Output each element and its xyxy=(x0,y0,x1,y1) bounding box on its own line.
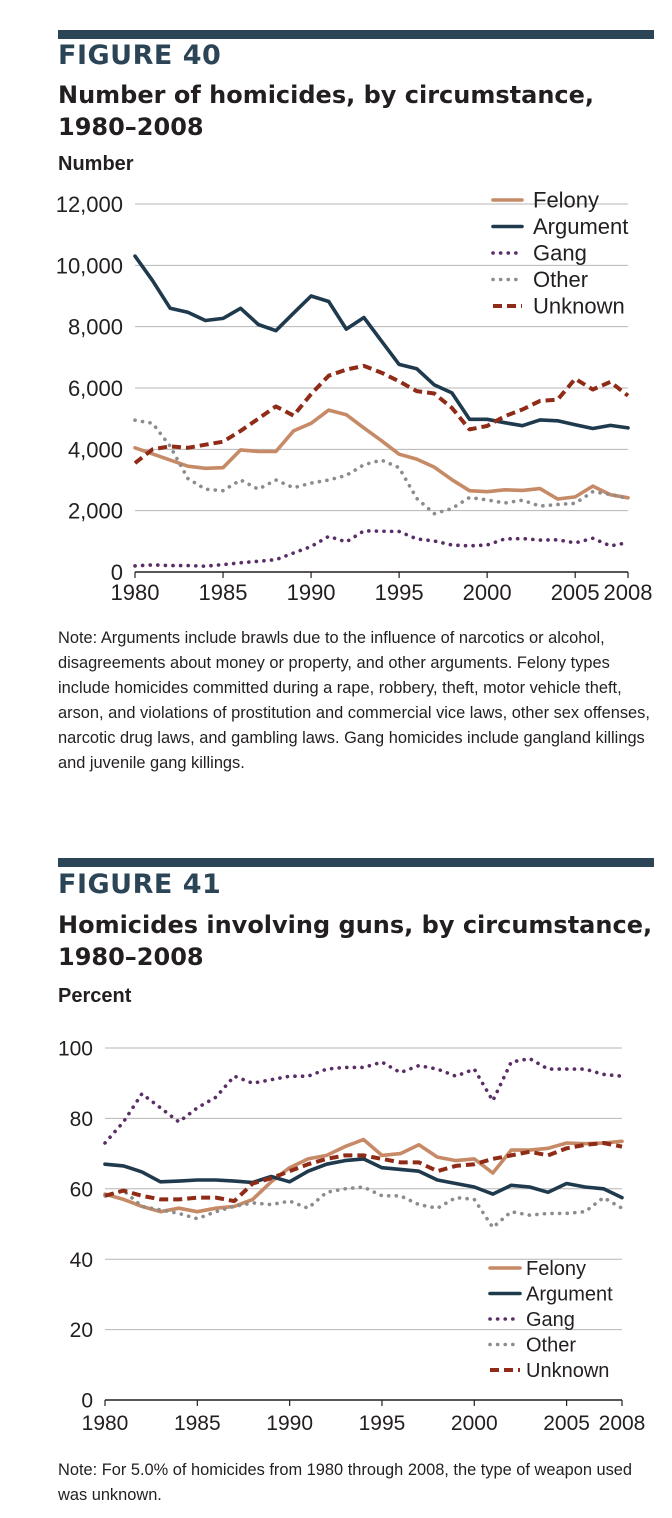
series-line-argument xyxy=(103,1157,624,1200)
y-tick-label: 80 xyxy=(70,1108,93,1131)
legend-label-argument: Argument xyxy=(526,1284,613,1306)
legend-label-gang: Gang xyxy=(533,241,587,266)
series-line-gang xyxy=(103,1056,624,1145)
legend-label-unknown: Unknown xyxy=(533,294,625,319)
legend-label-felony: Felony xyxy=(526,1258,586,1280)
chart-gun-homicides-by-circumstance: 0 20 40 60 80 100 1980 1985 1990 1995 2000 2005 2008… xyxy=(58,1038,646,1435)
x-tick-label: 1990 xyxy=(266,1412,313,1435)
y-tick-label: 12,000 xyxy=(56,192,123,217)
x-tick-label: 1980 xyxy=(111,580,160,605)
x-tick-label: 2005 xyxy=(543,1412,590,1435)
y-tick-label: 20 xyxy=(70,1319,93,1342)
x-tick-label: 2000 xyxy=(463,580,512,605)
series-line-unknown xyxy=(133,363,630,465)
x-tick-label: 2000 xyxy=(451,1412,498,1435)
x-tick-label: 1995 xyxy=(359,1412,406,1435)
series-line-felony xyxy=(133,408,630,501)
legend-label-gang: Gang xyxy=(526,1309,575,1331)
figure-40: FIGURE 40 Number of homicides, by circum… xyxy=(56,30,654,772)
series-line-argument xyxy=(133,254,630,431)
x-tick-label: 1995 xyxy=(375,580,424,605)
y-tick-label: 2,000 xyxy=(68,499,123,524)
series-line-unknown xyxy=(104,1141,623,1204)
figure-note: Note: Arguments include brawls due to th… xyxy=(58,629,650,772)
legend-label-other: Other xyxy=(533,267,588,292)
series-line-felony xyxy=(103,1137,624,1214)
figure-header-bar xyxy=(58,30,654,39)
figure-number: FIGURE 40 xyxy=(58,40,222,71)
y-tick-label: 4,000 xyxy=(68,437,123,462)
figure-number: FIGURE 41 xyxy=(58,869,222,900)
x-tick-label: 1985 xyxy=(174,1412,221,1435)
y-tick-label: 10,000 xyxy=(56,253,123,278)
series-line-other xyxy=(103,1185,624,1230)
y-tick-label: 8,000 xyxy=(68,315,123,340)
x-tick-label: 2008 xyxy=(599,1412,646,1435)
figure-title: Homicides involving guns, by circumstanc… xyxy=(58,911,653,971)
y-tick-label: 40 xyxy=(70,1249,93,1272)
x-tick-label: 2005 xyxy=(551,580,600,605)
chart-homicides-by-circumstance: 0 2,000 4,000 6,000 8,000 10,000 12,000 1980 198… xyxy=(56,188,653,605)
legend-label-argument: Argument xyxy=(533,214,628,239)
x-tick-label: 2008 xyxy=(604,580,653,605)
y-axis-unit: Number xyxy=(58,153,134,175)
y-tick-label: 6,000 xyxy=(68,376,123,401)
figure-title: Number of homicides, by circumstance, 19… xyxy=(58,81,595,141)
y-tick-label: 100 xyxy=(58,1038,93,1061)
x-tick-label: 1980 xyxy=(82,1412,129,1435)
series-line-gang xyxy=(133,529,630,569)
y-tick-label: 60 xyxy=(70,1178,93,1201)
legend-label-unknown: Unknown xyxy=(526,1360,609,1382)
legend-label-felony: Felony xyxy=(533,188,599,213)
figure-note: Note: For 5.0% of homicides from 1980 th… xyxy=(58,1461,633,1504)
x-tick-label: 1990 xyxy=(287,580,336,605)
y-axis-unit: Percent xyxy=(58,985,132,1007)
x-tick-label: 1985 xyxy=(199,580,248,605)
y-tick-label: 0 xyxy=(111,560,123,585)
y-tick-label: 0 xyxy=(81,1390,93,1413)
figure-header-bar xyxy=(58,858,654,867)
legend-label-other: Other xyxy=(526,1335,576,1357)
